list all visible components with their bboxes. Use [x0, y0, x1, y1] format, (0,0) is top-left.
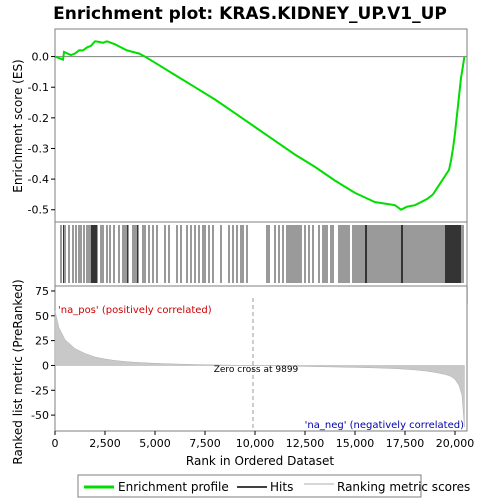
- metric-tick-label: 0: [42, 359, 49, 372]
- es-tick-label: -0.2: [28, 112, 49, 125]
- metric-tick-label: 50: [35, 310, 49, 323]
- legend-metric-label: Ranking metric scores: [337, 480, 470, 494]
- legend-hits-label: Hits: [270, 480, 293, 494]
- metric-tick-label: -50: [31, 409, 49, 422]
- x-axis-label: Rank in Ordered Dataset: [186, 454, 334, 468]
- x-tick-label: 0: [52, 437, 59, 450]
- x-axis: 0 2,500 5,000 7,500 10,000 12,500 15,000 17,500…: [52, 431, 475, 450]
- metric-tick-label: 75: [35, 285, 49, 298]
- metric-panel: [54, 285, 468, 432]
- x-tick-label: 10,000: [236, 437, 275, 450]
- es-tick-label: -0.3: [28, 142, 49, 155]
- chart-title: Enrichment plot: KRAS.KIDNEY_UP.V1_UP: [53, 4, 447, 24]
- hits-panel: [54, 221, 468, 287]
- x-tick-label: 7,500: [189, 437, 221, 450]
- x-tick-label: 17,500: [386, 437, 425, 450]
- negative-correlation-label: 'na_neg' (negatively correlated): [305, 420, 464, 431]
- positive-correlation-label: 'na_pos' (positively correlated): [58, 305, 212, 316]
- es-y-axis: 0.0 -0.1 -0.2 -0.3 -0.4 -0.5: [28, 51, 55, 217]
- es-tick-label: 0.0: [32, 51, 50, 64]
- zero-cross-label: Zero cross at 9899: [214, 365, 299, 375]
- metric-tick-label: 25: [35, 335, 49, 348]
- x-tick-label: 2,500: [89, 437, 121, 450]
- es-tick-label: -0.5: [28, 204, 49, 217]
- x-tick-label: 12,500: [286, 437, 325, 450]
- x-tick-label: 15,000: [336, 437, 375, 450]
- es-y-axis-label: Enrichment score (ES): [11, 59, 25, 192]
- legend-box: [77, 474, 422, 498]
- ranking-metric-area: [54, 310, 465, 428]
- es-tick-label: -0.4: [28, 173, 49, 186]
- enrichment-profile-line: [54, 40, 466, 211]
- es-tick-label: -0.1: [28, 81, 49, 94]
- hits-group: [60, 225, 464, 283]
- es-panel: [54, 28, 468, 223]
- metric-y-axis: 75 50 25 0 -25 -50: [31, 285, 55, 422]
- x-tick-label: 5,000: [139, 437, 171, 450]
- x-tick-label: 20,000: [436, 437, 475, 450]
- legend-profile-label: Enrichment profile: [118, 480, 229, 494]
- metric-tick-label: -25: [31, 384, 49, 397]
- metric-y-axis-label: Ranked list metric (PreRanked): [11, 279, 25, 464]
